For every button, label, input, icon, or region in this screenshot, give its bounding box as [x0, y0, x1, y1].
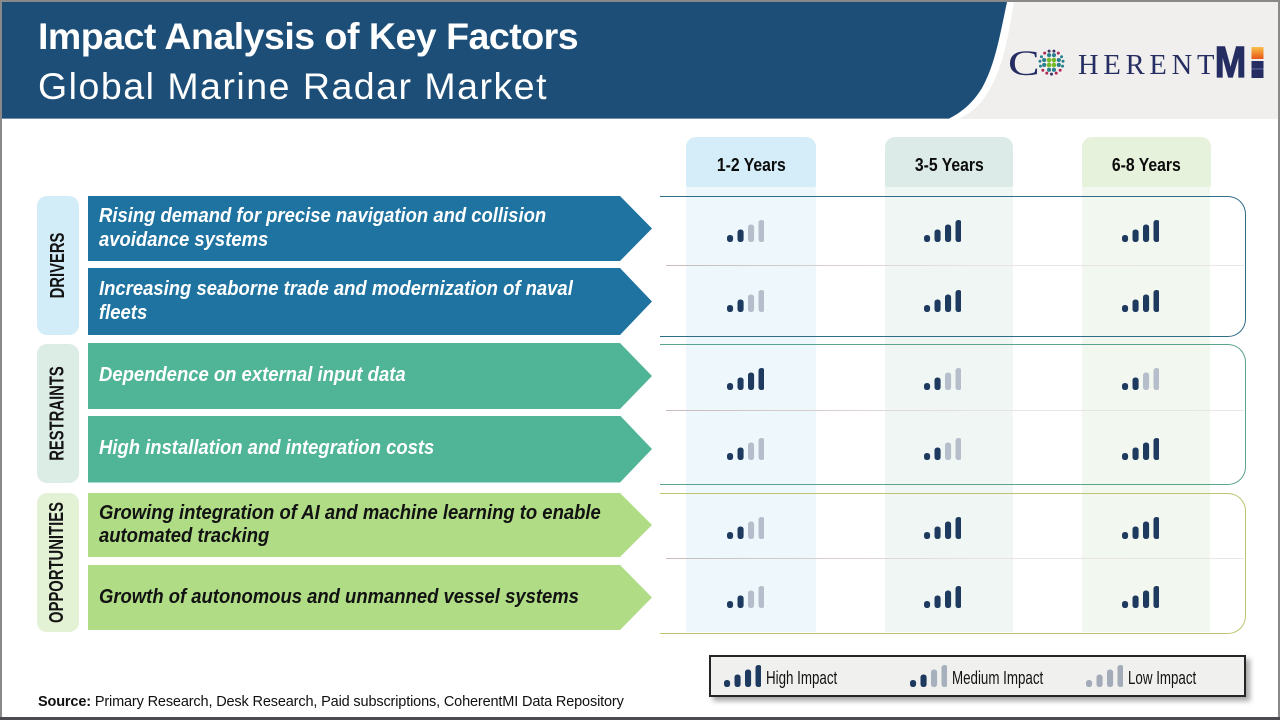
svg-text:C: C [1008, 43, 1040, 83]
svg-text:M: M [1215, 38, 1247, 86]
svg-text:HERENT: HERENT [1078, 50, 1219, 81]
